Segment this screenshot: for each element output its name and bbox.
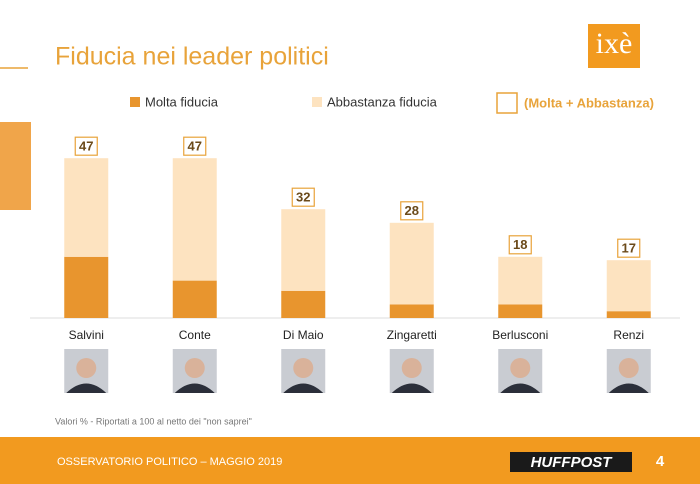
page-number: 4: [656, 453, 665, 470]
logo-box: [588, 24, 640, 68]
total-label: 47: [188, 139, 202, 154]
bar-segment: [172, 280, 217, 318]
bar-segment: [498, 256, 543, 305]
total-label-box: [400, 201, 424, 221]
chart-title: Fiducia nei leader politici: [55, 43, 329, 71]
x-tick-label: Salvini: [69, 328, 104, 342]
bar-segment: [64, 158, 109, 257]
total-label-box: [74, 136, 98, 156]
bar-segment: [64, 256, 109, 318]
bar-segment: [281, 209, 326, 291]
leader-suit: [66, 383, 107, 393]
brand-box: [510, 452, 632, 472]
bar-segment: [606, 311, 651, 318]
total-label-box: [617, 238, 641, 258]
x-tick-label: Zingaretti: [387, 328, 437, 342]
bar-segment: [281, 290, 326, 318]
leader-suit: [391, 383, 432, 393]
bar-segment: [389, 222, 434, 305]
leader-face: [293, 358, 314, 378]
x-tick-label: Berlusconi: [492, 328, 548, 342]
leader-suit: [500, 383, 541, 393]
legend-label: (Molta + Abbastanza): [524, 95, 654, 110]
leader-face: [401, 358, 422, 378]
leader-suit: [174, 383, 215, 393]
side-block: [0, 122, 31, 210]
total-label-box: [183, 136, 207, 156]
footer-text: OSSERVATORIO POLITICO – MAGGIO 2019: [57, 456, 282, 468]
leader-suit: [283, 383, 324, 393]
x-tick-label: Renzi: [613, 328, 644, 342]
total-label: 18: [513, 237, 527, 252]
total-label: 17: [622, 241, 636, 256]
total-label: 28: [405, 203, 419, 218]
legend-label: Abbastanza fiducia: [327, 94, 438, 109]
bar-segment: [389, 304, 434, 318]
footnote: Valori % - Riportati a 100 al netto dei …: [55, 416, 252, 426]
brand: HUFFPOST: [531, 454, 614, 471]
leader-suit: [608, 383, 649, 393]
x-tick-label: Conte: [179, 328, 211, 342]
bar-segment: [172, 158, 217, 281]
bar-segment: [606, 260, 651, 312]
total-label: 32: [296, 190, 310, 205]
total-label-box: [291, 187, 315, 207]
x-tick-label: Di Maio: [283, 328, 324, 342]
bar-segment: [498, 304, 543, 318]
logo: ixè: [596, 27, 633, 60]
legend-label: Molta fiducia: [145, 94, 219, 109]
total-label: 47: [79, 139, 93, 154]
legend-swatch: [312, 97, 322, 107]
leader-face: [184, 358, 205, 378]
legend-swatch: [130, 97, 140, 107]
leader-face: [76, 358, 97, 378]
total-label-box: [508, 235, 532, 255]
leader-face: [510, 358, 531, 378]
legend-swatch: [496, 92, 518, 114]
leader-face: [618, 358, 639, 378]
